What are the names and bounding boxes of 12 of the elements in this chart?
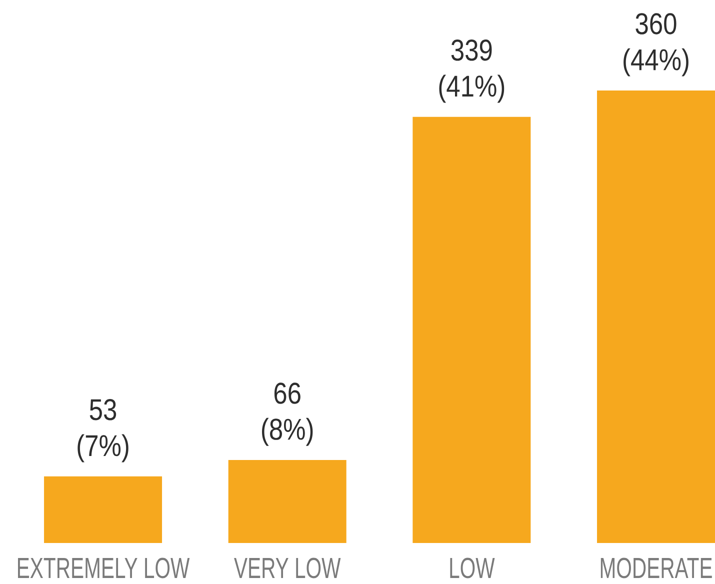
bar: [228, 460, 346, 543]
data-label: 339 (41%): [439, 40, 504, 103]
data-label: 360 (44%): [624, 13, 688, 76]
x-tick-label: EXTREMELY LOW: [18, 558, 190, 578]
bar: [597, 90, 715, 543]
bar: [44, 476, 162, 543]
data-label: 53 (7%): [78, 399, 128, 462]
x-tick-label: MODERATE: [600, 558, 712, 578]
data-label: 66 (8%): [262, 382, 313, 446]
x-tick-label: VERY LOW: [234, 558, 341, 578]
x-tick-label: LOW: [450, 558, 495, 578]
bar: [412, 116, 531, 543]
